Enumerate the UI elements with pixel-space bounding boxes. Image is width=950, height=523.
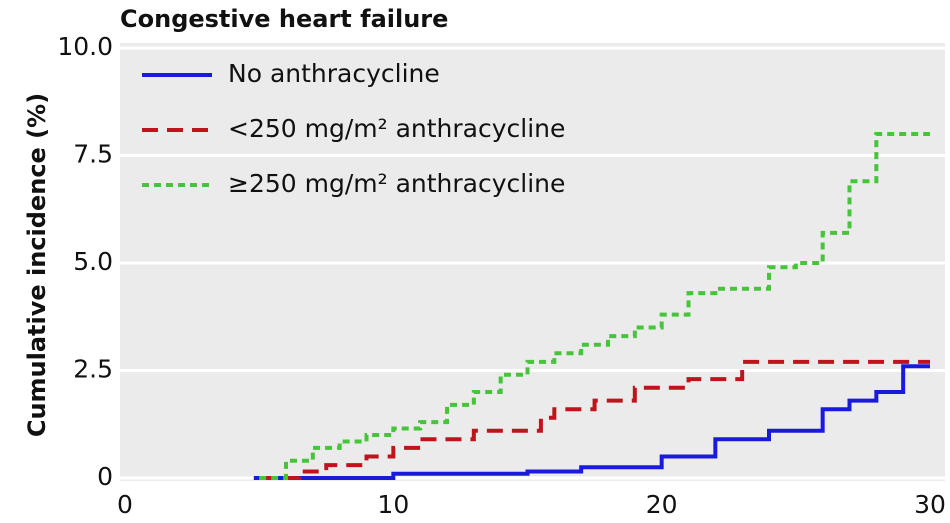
y-tick-label: 5.0 <box>73 247 113 276</box>
y-tick-label: 0 <box>97 462 113 491</box>
x-tick-label: 20 <box>646 490 678 519</box>
series-line <box>259 359 930 480</box>
y-axis-label: Cumulative incidence (%) <box>23 93 51 437</box>
series-line <box>259 132 930 480</box>
legend-label: ≥250 mg/m² anthracycline <box>228 169 565 198</box>
x-tick-label: 0 <box>117 490 133 519</box>
x-tick-label: 10 <box>377 490 409 519</box>
y-tick-label: 7.5 <box>73 140 113 169</box>
legend-label: <250 mg/m² anthracycline <box>228 114 565 143</box>
x-tick-label: 30 <box>914 490 946 519</box>
chart-title: Congestive heart failure <box>120 5 448 33</box>
y-tick-label: 10.0 <box>57 32 113 61</box>
series-line <box>253 364 930 480</box>
legend-label: No anthracycline <box>228 59 440 88</box>
y-tick-label: 2.5 <box>73 355 113 384</box>
